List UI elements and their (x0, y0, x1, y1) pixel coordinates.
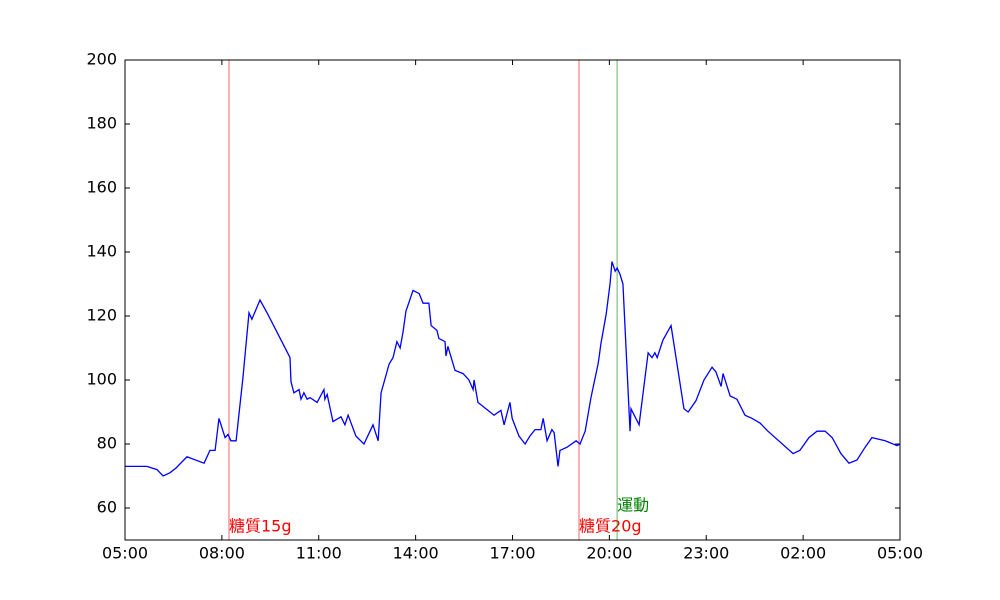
x-tick-label: 05:00 (102, 544, 148, 563)
x-tick-label: 08:00 (199, 544, 245, 563)
y-tick-label: 200 (86, 50, 117, 69)
y-tick-label: 180 (86, 114, 117, 133)
x-tick-label: 14:00 (393, 544, 439, 563)
x-tick-label: 17:00 (489, 544, 535, 563)
annotation-label: 糖質20g (579, 517, 642, 536)
y-tick-label: 80 (97, 434, 117, 453)
x-tick-label: 23:00 (683, 544, 729, 563)
y-tick-label: 60 (97, 498, 117, 517)
plot-frame (124, 59, 901, 541)
annotation-label: 運動 (617, 496, 649, 515)
annotation-label: 糖質15g (229, 517, 292, 536)
y-tick-label: 120 (86, 306, 117, 325)
x-tick-label: 05:00 (877, 544, 923, 563)
y-tick-label: 140 (86, 242, 117, 261)
x-tick-label: 02:00 (780, 544, 826, 563)
y-tick-label: 160 (86, 178, 117, 197)
y-tick-label: 100 (86, 370, 117, 389)
x-tick-label: 20:00 (586, 544, 632, 563)
x-tick-label: 11:00 (296, 544, 342, 563)
line-series (125, 261, 901, 477)
